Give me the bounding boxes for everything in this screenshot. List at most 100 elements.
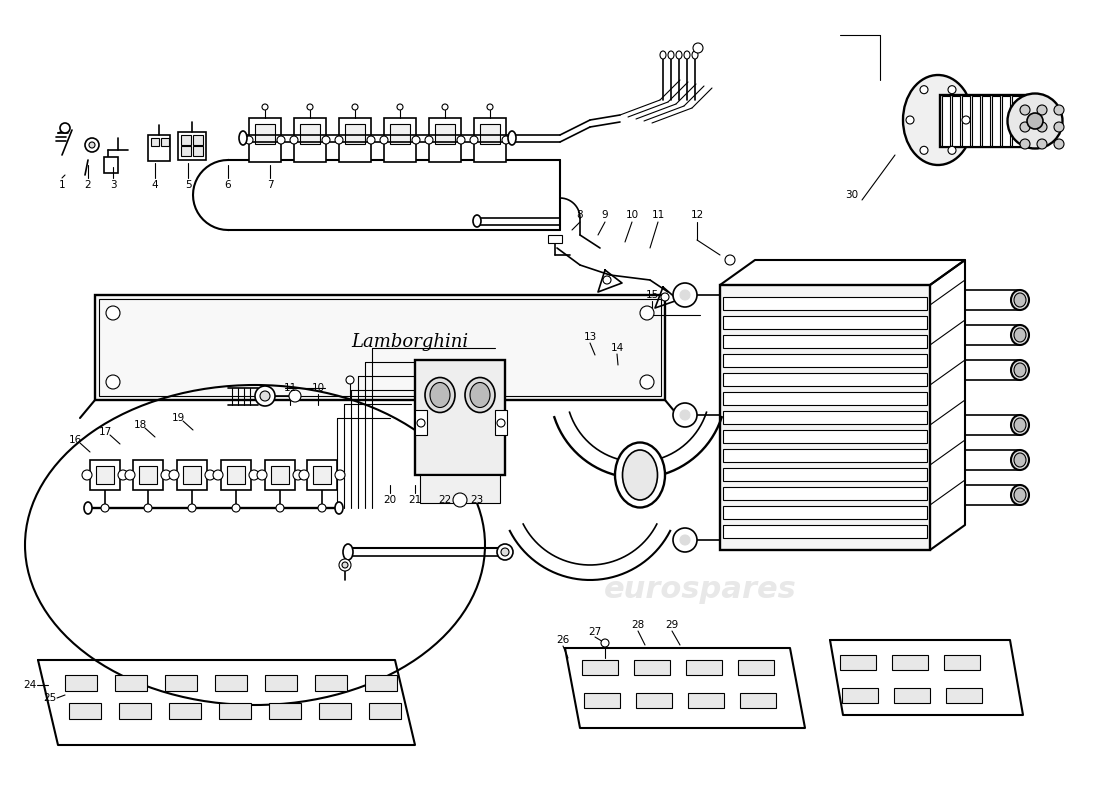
Circle shape — [60, 123, 70, 133]
Bar — [1002, 96, 1010, 146]
Ellipse shape — [1014, 363, 1026, 377]
Circle shape — [661, 293, 669, 301]
Bar — [1012, 96, 1020, 146]
Bar — [169, 703, 201, 719]
Bar — [420, 475, 500, 503]
Circle shape — [118, 470, 128, 480]
Circle shape — [1027, 113, 1043, 129]
Circle shape — [962, 116, 970, 124]
Bar — [219, 703, 251, 719]
Circle shape — [89, 142, 95, 148]
Circle shape — [85, 138, 99, 152]
Bar — [480, 124, 501, 144]
Bar — [365, 675, 397, 691]
Bar — [972, 96, 980, 146]
Bar — [151, 138, 160, 146]
Circle shape — [293, 470, 303, 480]
Bar — [434, 124, 455, 144]
Text: 2: 2 — [85, 180, 91, 190]
Bar — [148, 135, 170, 161]
Circle shape — [299, 470, 309, 480]
Ellipse shape — [343, 544, 353, 560]
Circle shape — [425, 136, 433, 144]
Bar — [894, 688, 930, 703]
Bar — [429, 118, 461, 162]
Ellipse shape — [1011, 360, 1028, 380]
Ellipse shape — [615, 442, 666, 507]
Bar — [723, 297, 927, 310]
Bar — [192, 135, 204, 145]
Bar — [139, 466, 157, 484]
Circle shape — [640, 375, 654, 389]
Bar — [723, 335, 927, 348]
Bar — [104, 157, 118, 173]
Bar — [116, 675, 147, 691]
Ellipse shape — [684, 51, 690, 59]
Circle shape — [213, 470, 223, 480]
Text: 9: 9 — [602, 210, 608, 220]
Ellipse shape — [336, 502, 343, 514]
Bar — [165, 675, 197, 691]
Circle shape — [262, 104, 268, 110]
Circle shape — [673, 283, 697, 307]
Bar — [946, 688, 982, 703]
Bar — [686, 660, 722, 675]
Text: 30: 30 — [846, 190, 859, 200]
Ellipse shape — [1011, 450, 1028, 470]
Bar — [161, 138, 169, 146]
Ellipse shape — [1014, 453, 1026, 467]
Bar — [178, 132, 206, 160]
Bar — [723, 316, 927, 329]
Circle shape — [318, 504, 326, 512]
Text: 1: 1 — [58, 180, 65, 190]
Bar — [720, 285, 930, 550]
Bar — [368, 703, 402, 719]
Bar — [723, 487, 927, 500]
Text: 21: 21 — [408, 495, 421, 505]
Bar — [227, 466, 245, 484]
Circle shape — [948, 146, 956, 154]
Bar — [221, 460, 251, 490]
Circle shape — [680, 410, 690, 420]
Circle shape — [412, 136, 420, 144]
Circle shape — [188, 504, 196, 512]
Circle shape — [245, 136, 253, 144]
Ellipse shape — [1014, 293, 1026, 307]
Bar — [265, 675, 297, 691]
Circle shape — [725, 255, 735, 265]
Circle shape — [417, 419, 425, 427]
Ellipse shape — [660, 51, 666, 59]
Bar — [96, 466, 114, 484]
Circle shape — [379, 136, 388, 144]
Bar — [723, 392, 927, 405]
Bar — [177, 460, 207, 490]
Text: 13: 13 — [583, 332, 596, 342]
Circle shape — [1037, 122, 1047, 132]
Text: 8: 8 — [576, 210, 583, 220]
Circle shape — [1054, 105, 1064, 115]
Circle shape — [106, 306, 120, 320]
Ellipse shape — [1011, 290, 1028, 310]
Bar — [345, 124, 365, 144]
Text: 14: 14 — [610, 343, 624, 353]
Bar — [192, 146, 204, 156]
Ellipse shape — [1014, 488, 1026, 502]
Text: 29: 29 — [666, 620, 679, 630]
Bar — [940, 95, 1035, 147]
Ellipse shape — [84, 502, 92, 514]
Circle shape — [920, 86, 928, 94]
Circle shape — [1020, 139, 1030, 149]
Text: 24: 24 — [23, 680, 36, 690]
Bar — [892, 655, 928, 670]
Ellipse shape — [508, 131, 516, 145]
Bar — [384, 118, 416, 162]
Bar — [584, 693, 620, 708]
Ellipse shape — [430, 382, 450, 407]
Circle shape — [336, 470, 345, 480]
Bar — [271, 466, 289, 484]
Ellipse shape — [1011, 415, 1028, 435]
Bar — [495, 410, 507, 435]
Bar — [119, 703, 151, 719]
Bar — [1022, 96, 1030, 146]
Circle shape — [906, 116, 914, 124]
